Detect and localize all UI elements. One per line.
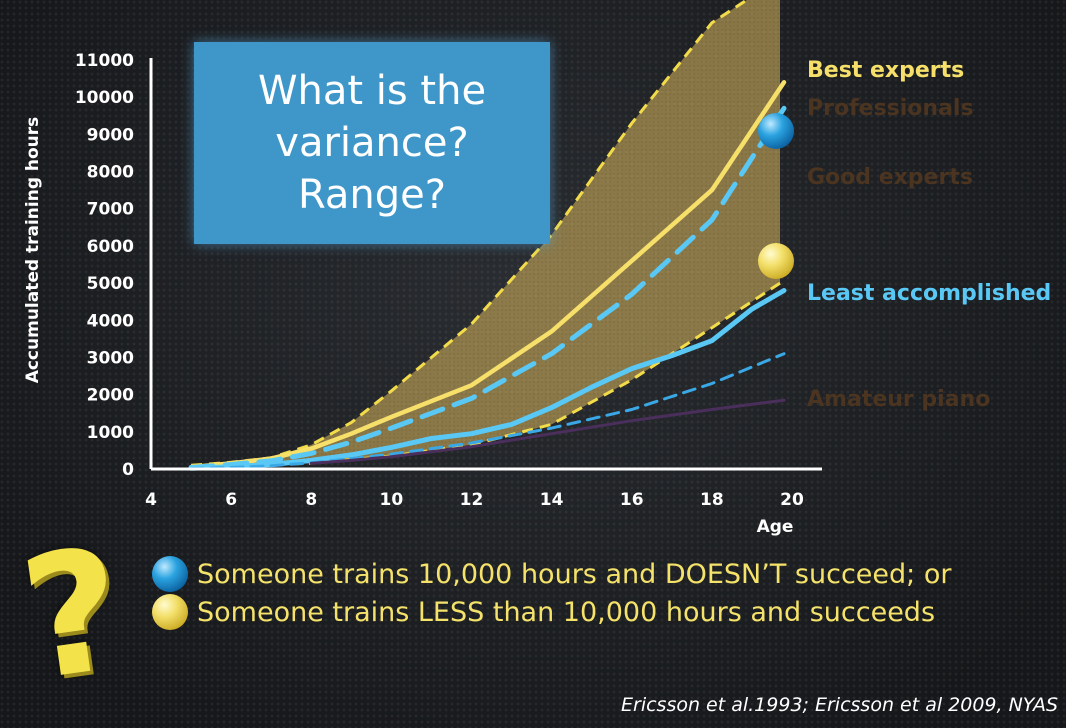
x-tick-label: 6 bbox=[225, 490, 237, 510]
bullet-text: Someone trains LESS than 10,000 hours an… bbox=[197, 596, 936, 628]
x-tick-label: 18 bbox=[700, 490, 724, 510]
series-line-least-accomplished bbox=[188, 288, 787, 471]
series-label: Professionals bbox=[807, 96, 974, 121]
range-band bbox=[191, 0, 780, 468]
series-line-amateur-piano bbox=[309, 398, 786, 465]
y-tick-label: 6000 bbox=[87, 237, 134, 257]
question-mark-icon: ? bbox=[10, 510, 135, 719]
y-tick-label: 1000 bbox=[87, 423, 134, 443]
series-line-unlabeled-4 bbox=[189, 352, 786, 471]
y-tick-label: 10000 bbox=[75, 88, 134, 108]
bullet-item-no-success: Someone trains 10,000 hours and DOESN’T … bbox=[152, 556, 951, 592]
x-tick-label: 8 bbox=[305, 490, 317, 510]
question-box: What is the variance? Range? bbox=[194, 42, 550, 244]
y-tick-label: 2000 bbox=[87, 386, 134, 406]
y-tick-label: 7000 bbox=[87, 200, 134, 220]
series-label: Amateur piano bbox=[807, 387, 990, 412]
x-axis-title: Age bbox=[757, 517, 794, 537]
x-tick-label: 12 bbox=[460, 490, 484, 510]
y-tick-label: 5000 bbox=[87, 274, 134, 294]
y-tick-label: 4000 bbox=[87, 311, 134, 331]
bullet-item-success: Someone trains LESS than 10,000 hours an… bbox=[152, 594, 935, 630]
bullet-text: Someone trains 10,000 hours and DOESN’T … bbox=[197, 558, 952, 590]
series-label: Least accomplished bbox=[807, 281, 1051, 306]
x-tick-label: 10 bbox=[380, 490, 404, 510]
series-label: Good experts bbox=[807, 165, 973, 190]
x-tick-label: 14 bbox=[540, 490, 564, 510]
y-tick-label: 3000 bbox=[87, 348, 134, 368]
x-tick-label: 4 bbox=[145, 490, 157, 510]
y-tick-label: 0 bbox=[122, 460, 134, 480]
x-tick-label: 16 bbox=[620, 490, 644, 510]
y-axis-title: Accumulated training hours bbox=[23, 117, 43, 384]
citation: Ericsson et al.1993; Ericsson et al 2009… bbox=[621, 694, 1058, 716]
blue-marker-ball bbox=[757, 112, 794, 149]
y-tick-label: 11000 bbox=[75, 51, 134, 71]
band-upper-edge bbox=[190, 0, 750, 467]
y-tick-label: 9000 bbox=[87, 125, 134, 145]
yellow-dot-icon bbox=[152, 594, 188, 630]
series-label: Best experts bbox=[807, 58, 964, 83]
blue-dot-icon bbox=[152, 556, 188, 592]
question-text: What is the variance? Range? bbox=[257, 68, 487, 218]
x-tick-label: 20 bbox=[780, 490, 804, 510]
yellow-marker-ball bbox=[757, 242, 794, 279]
y-tick-label: 8000 bbox=[87, 163, 134, 183]
series-line-professionals bbox=[188, 105, 787, 470]
